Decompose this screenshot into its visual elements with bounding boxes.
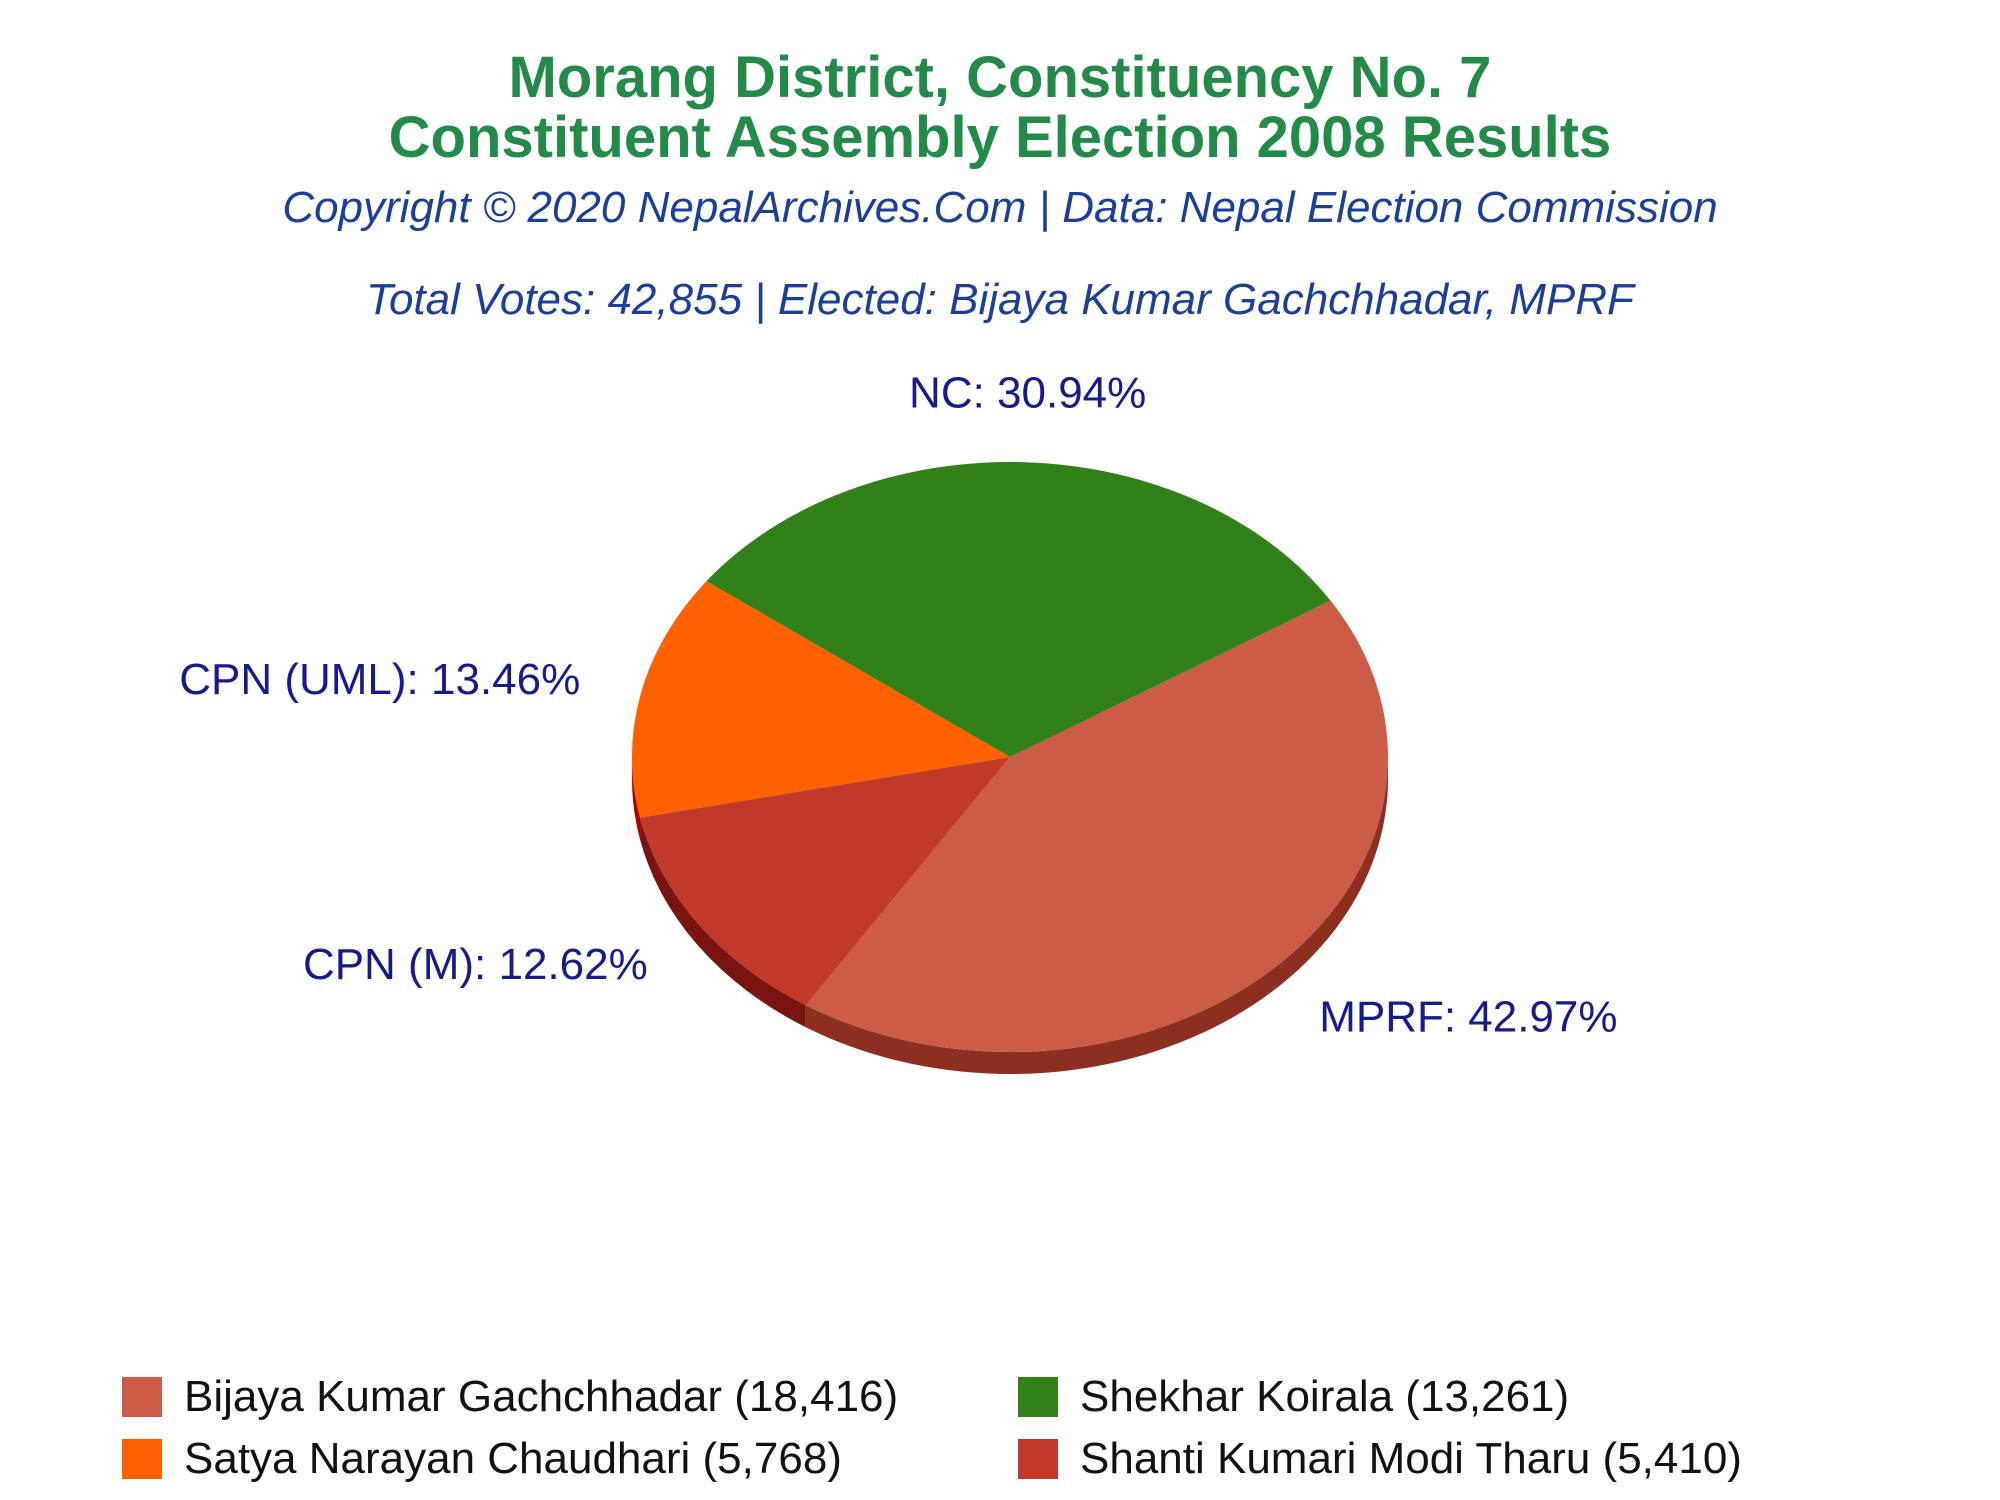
legend-swatch [1018,1439,1058,1479]
legend-item: Shanti Kumari Modi Tharu (5,410) [1018,1434,1742,1484]
pie-slice-cpn-m [640,757,1010,1006]
chart-subtitle: Copyright © 2020 NepalArchives.Com | Dat… [282,183,1718,232]
pie-slice-mprf [805,600,1388,1052]
legend-swatch [1018,1377,1058,1417]
legend-item: Shekhar Koirala (13,261) [1018,1372,1569,1422]
chart-title-line2: Constituent Assembly Election 2008 Resul… [388,105,1612,170]
legend-swatch [122,1377,162,1417]
pie-labels: MPRF: 42.97% CPN (M): 12.62% CPN (UML): 13… [179,368,1617,1041]
legend-label: Shanti Kumari Modi Tharu (5,410) [1080,1434,1742,1483]
legend-item: Bijaya Kumar Gachchhadar (18,416) [122,1372,898,1422]
pie-side-1 [640,817,806,1028]
slice-label: NC: 30.94% [909,368,1146,417]
legend-item: Satya Narayan Chaudhari (5,768) [122,1434,842,1484]
pie-side-2 [632,757,641,840]
slice-label: CPN (M): 12.62% [303,940,648,989]
chart-info: Total Votes: 42,855 | Elected: Bijaya Ku… [366,275,1634,324]
slice-label: CPN (UML): 13.46% [179,655,580,704]
legend-swatch [122,1439,162,1479]
pie-slice-nc [706,462,1331,757]
legend-label: Shekhar Koirala (13,261) [1080,1372,1570,1421]
legend-label: Satya Narayan Chaudhari (5,768) [184,1434,842,1483]
slice-label: MPRF: 42.97% [1319,993,1617,1042]
pie-3d-sides [632,757,1388,1074]
pie-slice-cpn-uml [632,581,1010,818]
pie-slices [632,462,1388,1052]
chart-title: Morang District, Constituency No. 7 [508,45,1492,110]
pie-side-0 [805,757,1388,1074]
legend-label: Bijaya Kumar Gachchhadar (18,416) [184,1372,899,1421]
